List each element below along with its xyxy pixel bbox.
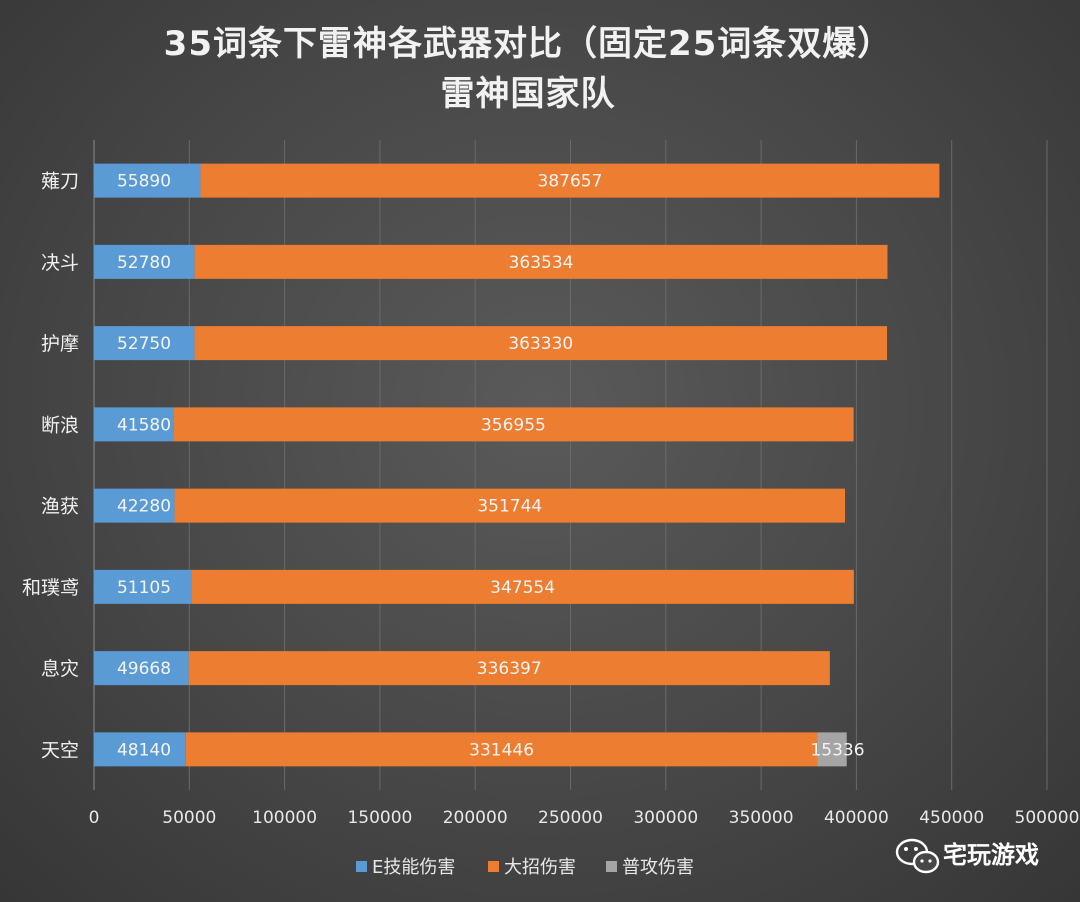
x-tick-label: 0 bbox=[89, 808, 100, 828]
gridlines bbox=[93, 140, 1048, 790]
legend-swatch bbox=[356, 861, 367, 872]
category-label: 天空 bbox=[41, 739, 79, 761]
data-label: 52780 bbox=[117, 253, 171, 273]
bars bbox=[94, 163, 940, 767]
x-tick-label: 200000 bbox=[443, 808, 508, 828]
data-label: 356955 bbox=[481, 415, 546, 435]
bar-天空-series-0 bbox=[94, 732, 186, 767]
category-label: 护摩 bbox=[41, 333, 79, 355]
labels: 0 50000 100000 150000 200000 250000 300000 3500… bbox=[22, 171, 1079, 828]
x-tick-label: 50000 bbox=[162, 808, 216, 828]
data-label: 387657 bbox=[538, 172, 603, 192]
data-label: 49668 bbox=[117, 659, 171, 679]
x-tick-label: 350000 bbox=[729, 808, 794, 828]
data-label: 52750 bbox=[117, 334, 171, 354]
x-tick-label: 250000 bbox=[538, 808, 603, 828]
data-label: 347554 bbox=[490, 578, 555, 598]
legend-swatch bbox=[606, 861, 617, 872]
x-tick-label: 300000 bbox=[633, 808, 698, 828]
bar-薙刀-series-1 bbox=[200, 163, 940, 198]
bar-薙刀-series-0 bbox=[94, 163, 201, 198]
category-label: 渔获 bbox=[41, 496, 79, 518]
bar-决斗-series-1 bbox=[194, 244, 888, 279]
chart-title-line-1: 35词条下雷神各武器对比（固定25词条双爆） bbox=[164, 24, 893, 64]
bar-护摩-series-1 bbox=[194, 326, 888, 361]
data-label: 42280 bbox=[117, 497, 171, 517]
bar-息灾-series-1 bbox=[188, 651, 830, 686]
watermark-text: 宅玩游戏 bbox=[943, 841, 1039, 869]
bar-断浪-series-0 bbox=[94, 407, 174, 442]
bar-和璞鸢-series-0 bbox=[94, 569, 192, 604]
bar-和璞鸢-series-1 bbox=[191, 569, 854, 604]
category-label: 断浪 bbox=[41, 414, 79, 436]
wechat-icon bbox=[895, 838, 940, 874]
legend-label: E技能伤害 bbox=[372, 857, 455, 878]
x-tick-label: 500000 bbox=[1015, 808, 1080, 828]
legend-label: 普攻伤害 bbox=[622, 857, 694, 878]
x-tick-label: 100000 bbox=[252, 808, 317, 828]
chart-title-line-2: 雷神国家队 bbox=[441, 74, 616, 114]
data-label: 363330 bbox=[508, 334, 573, 354]
bar-护摩-series-0 bbox=[94, 326, 195, 361]
data-label: 363534 bbox=[509, 253, 574, 273]
x-tick-label: 400000 bbox=[824, 808, 889, 828]
legend: E技能伤害 大招伤害 普攻伤害 bbox=[356, 857, 694, 878]
category-label: 薙刀 bbox=[41, 171, 79, 193]
data-label: 351744 bbox=[477, 497, 542, 517]
data-label: 55890 bbox=[117, 172, 171, 192]
data-label: 331446 bbox=[469, 740, 534, 760]
bar-息灾-series-0 bbox=[94, 651, 189, 686]
bar-渔获-series-1 bbox=[174, 488, 846, 523]
watermark: 宅玩游戏 bbox=[895, 838, 1039, 874]
legend-swatch bbox=[488, 861, 499, 872]
legend-label: 大招伤害 bbox=[504, 857, 576, 878]
category-label: 和璞鸢 bbox=[22, 577, 79, 599]
bar-决斗-series-0 bbox=[94, 244, 195, 279]
bar-天空-series-2 bbox=[817, 732, 847, 767]
data-label: 48140 bbox=[117, 740, 171, 760]
x-tick-label: 150000 bbox=[347, 808, 412, 828]
data-label: 15336 bbox=[810, 740, 864, 760]
category-label: 息灾 bbox=[41, 658, 79, 680]
bar-断浪-series-1 bbox=[173, 407, 854, 442]
data-label: 336397 bbox=[477, 659, 542, 679]
data-label: 41580 bbox=[117, 415, 171, 435]
data-label: 51105 bbox=[117, 578, 171, 598]
category-label: 决斗 bbox=[41, 252, 79, 274]
bar-渔获-series-0 bbox=[94, 488, 175, 523]
bar-天空-series-1 bbox=[185, 732, 818, 767]
x-tick-label: 450000 bbox=[919, 808, 984, 828]
